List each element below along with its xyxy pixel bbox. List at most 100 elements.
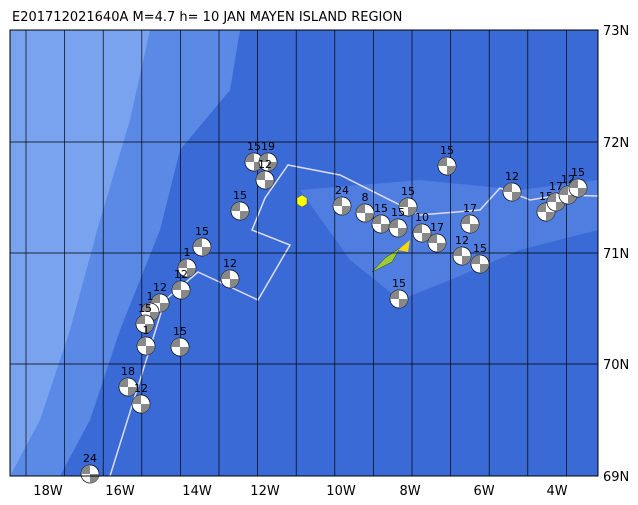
graticule: [10, 30, 598, 476]
beachball-quadrant: [178, 259, 196, 277]
focal-mechanism: 12: [452, 234, 472, 266]
beachball-quadrant: [136, 315, 154, 333]
event-depth-label: 18: [121, 365, 135, 378]
focal-mechanism: 17: [427, 221, 447, 253]
beachball-quadrant: [389, 219, 407, 237]
jan-mayen-island: [371, 247, 401, 273]
event-depth-label: 12: [455, 234, 469, 247]
beachball-quadrant: [356, 204, 374, 222]
lat-label: 70N: [603, 358, 629, 373]
event-depth-label: 19: [261, 140, 275, 153]
beachball-quadrant: [471, 255, 489, 273]
map-title: E201712021640A M=4.7 h= 10 JAN MAYEN ISL…: [12, 10, 402, 25]
beachball-quadrant: [569, 179, 587, 197]
event-depth-label: 15: [233, 189, 247, 202]
focal-mechanism: 15: [192, 225, 212, 257]
lat-label: 69N: [603, 470, 629, 485]
beachball-quadrant: [428, 234, 446, 252]
focal-mechanism: 8: [355, 191, 375, 223]
beachball-quadrant: [390, 290, 408, 308]
event-depth-label: 15: [374, 202, 388, 215]
lat-label: 71N: [603, 247, 629, 262]
event-depth-label: 15: [440, 144, 454, 157]
beachball-quadrant: [193, 238, 211, 256]
focal-mechanism: 12: [171, 268, 191, 300]
event-depth-label: 24: [83, 452, 97, 465]
focal-mechanism: 12: [502, 170, 522, 202]
axis-labels: 73N 72N 71N 70N 69N 18W 16W 14W 12W 10W 8W 6W 4W: [33, 24, 629, 499]
event-depth-label: 15: [391, 206, 405, 219]
beachball-quadrant: [172, 281, 190, 299]
lon-label: 14W: [182, 484, 212, 499]
focal-mechanism: 15: [230, 189, 250, 221]
focal-mechanism: 12: [131, 382, 151, 414]
event-depth-label: 10: [415, 211, 429, 224]
focal-mechanism: 18: [118, 365, 138, 397]
focal-mechanism: 15: [244, 140, 264, 172]
beachball-quadrant: [372, 215, 390, 233]
event-depth-label: 15: [173, 325, 187, 338]
beachball-quadrant: [245, 153, 263, 171]
focal-mechanism: 1: [136, 324, 156, 356]
event-depth-label: 15: [247, 140, 261, 153]
beachball-quadrant: [171, 338, 189, 356]
event-depth-label: 12: [174, 268, 188, 281]
focal-mechanism: 15: [389, 277, 409, 309]
event-depth-label: 17: [549, 180, 563, 193]
lon-label: 18W: [33, 484, 63, 499]
beachball-quadrant: [231, 202, 249, 220]
focal-mechanism: 15: [388, 206, 408, 238]
lon-label: 6W: [473, 484, 494, 499]
epicenter: [296, 194, 308, 208]
event-depth-label: 15: [473, 242, 487, 255]
focal-mechanism: 12: [220, 257, 240, 289]
event-depth-label: 12: [223, 257, 237, 270]
focal-mechanism: 1: [177, 246, 197, 278]
beachball-quadrant: [259, 153, 277, 171]
beachball-quadrant: [333, 197, 351, 215]
beachball-quadrant: [559, 186, 577, 204]
event-depth-label: 1: [147, 290, 154, 303]
focal-mechanism: 17: [460, 202, 480, 234]
focal-mechanism: 15: [135, 302, 155, 334]
lon-label: 8W: [399, 484, 420, 499]
event-depth-label: 17: [430, 221, 444, 234]
lon-label: 10W: [326, 484, 356, 499]
event-depth-label: 15: [401, 185, 415, 198]
focal-mechanism: 15: [470, 242, 490, 274]
event-depth-label: 12: [153, 281, 167, 294]
beachball-quadrant: [503, 183, 521, 201]
focal-mechanism: 15: [170, 325, 190, 357]
focal-mechanism: 15: [398, 185, 418, 217]
event-depth-label: 8: [362, 191, 369, 204]
focal-mechanism: 15: [568, 166, 588, 198]
frame: [9, 29, 599, 477]
beachball-quadrant: [256, 171, 274, 189]
focal-mechanism: 15: [371, 202, 391, 234]
beachball-quadrant: [141, 303, 159, 321]
beachball-quadrant: [137, 337, 155, 355]
volcano: [398, 240, 410, 252]
lon-label: 12W: [250, 484, 280, 499]
focal-mechanism: 15: [437, 144, 457, 176]
beachball-quadrant: [119, 378, 137, 396]
focal-mechanism: 19: [258, 140, 278, 172]
beachball-quadrant: [438, 157, 456, 175]
focal-mechanism: 12: [255, 158, 275, 190]
event-depth-label: 15: [571, 166, 585, 179]
event-depth-label: 12: [134, 382, 148, 395]
event-depth-label: 12: [505, 170, 519, 183]
event-depth-label: 15: [138, 302, 152, 315]
lat-label: 73N: [603, 24, 629, 39]
event-depth-label: 1: [143, 324, 150, 337]
event-depth-label: 15: [195, 225, 209, 238]
beachball-quadrant: [461, 215, 479, 233]
focal-mechanism: 12: [150, 281, 170, 313]
lat-label: 72N: [603, 136, 629, 151]
beachball-quadrant: [537, 203, 555, 221]
lon-label: 16W: [105, 484, 135, 499]
focal-mechanism: 10: [412, 211, 432, 243]
event-depth-label: 15: [392, 277, 406, 290]
